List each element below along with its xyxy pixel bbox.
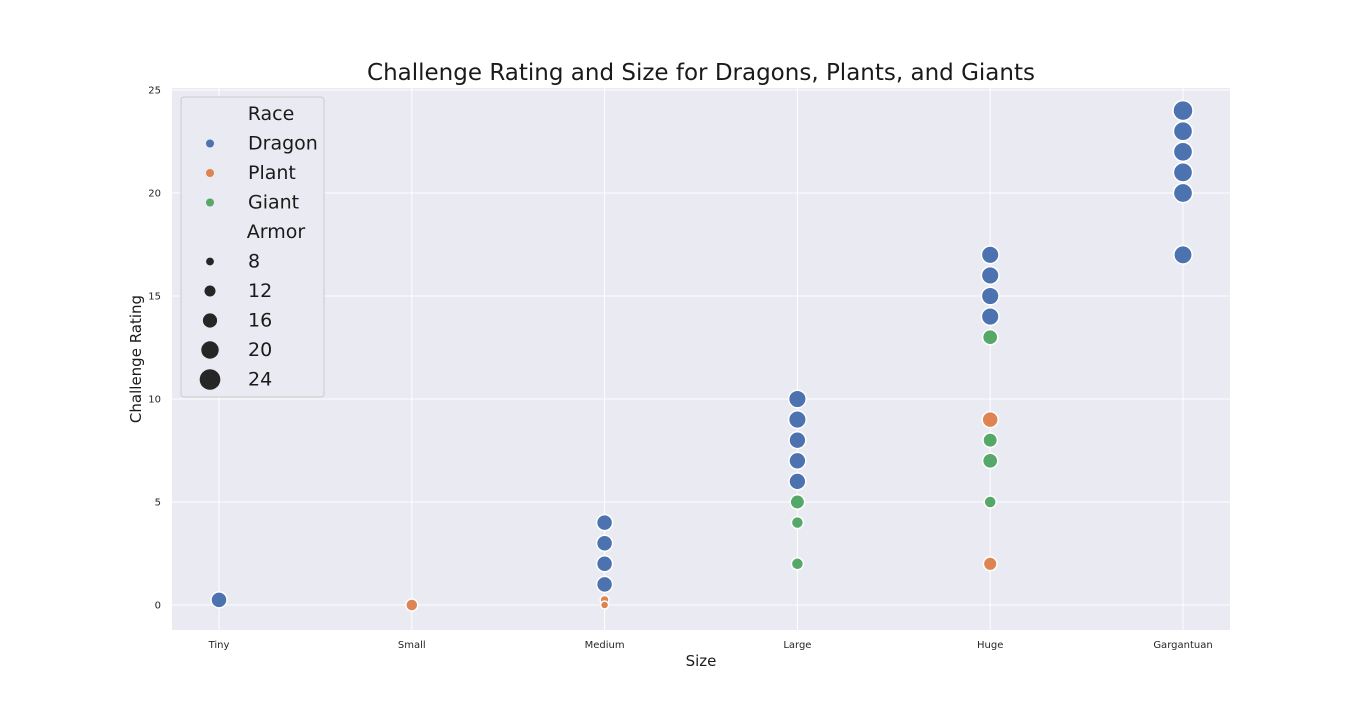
legend-size-label: 16 bbox=[248, 310, 272, 332]
data-point bbox=[982, 432, 999, 449]
data-point bbox=[983, 495, 997, 509]
plot-background bbox=[172, 88, 1230, 630]
legend: Race Dragon Plant Giant Armor 8 12 16 20 24 bbox=[180, 96, 325, 398]
data-point bbox=[405, 598, 419, 612]
x-tick-label: Large bbox=[783, 640, 811, 651]
legend-entry-label: Plant bbox=[248, 162, 296, 184]
data-point bbox=[788, 472, 807, 491]
data-point bbox=[982, 556, 998, 572]
data-point bbox=[595, 575, 614, 594]
data-point bbox=[790, 557, 805, 571]
y-tick-label: 15 bbox=[148, 292, 161, 303]
x-tick-label: Tiny bbox=[208, 640, 230, 651]
x-axis-label: Size bbox=[686, 652, 717, 670]
data-point bbox=[1173, 244, 1193, 265]
data-point bbox=[788, 451, 807, 470]
chart-title: Challenge Rating and Size for Dragons, P… bbox=[367, 60, 1035, 86]
legend-entry-label: Giant bbox=[248, 192, 299, 214]
y-axis-label: Challenge Rating bbox=[127, 295, 145, 423]
legend-size-marker bbox=[201, 341, 219, 359]
legend-size-label: 20 bbox=[248, 339, 272, 361]
data-point bbox=[981, 328, 999, 346]
y-tick-label: 20 bbox=[148, 189, 161, 200]
x-tick-label: Huge bbox=[977, 640, 1003, 651]
legend-marker bbox=[206, 169, 214, 177]
data-point bbox=[981, 410, 999, 429]
data-point bbox=[1172, 99, 1194, 122]
data-point bbox=[981, 452, 999, 470]
legend-size-marker bbox=[202, 313, 218, 328]
x-tick-label: Gargantuan bbox=[1153, 640, 1212, 651]
data-point bbox=[787, 410, 807, 430]
data-point bbox=[980, 307, 1000, 327]
x-tick-label: Medium bbox=[585, 640, 625, 651]
data-point bbox=[980, 286, 1000, 306]
data-point bbox=[595, 513, 614, 532]
data-point bbox=[595, 534, 614, 552]
axis-ticks: Tiny Small Medium Large Huge Gargantuan 0 5 10 15… bbox=[148, 86, 1212, 652]
legend-size-marker bbox=[206, 257, 214, 266]
data-point bbox=[1172, 182, 1194, 204]
legend-hue-title: Race bbox=[248, 103, 295, 125]
legend-size-marker bbox=[199, 369, 221, 390]
y-tick-label: 0 bbox=[155, 601, 161, 612]
y-tick-label: 25 bbox=[148, 86, 161, 97]
data-point bbox=[1172, 162, 1194, 183]
legend-size-label: 8 bbox=[248, 251, 260, 273]
data-point bbox=[787, 389, 807, 409]
data-point bbox=[1172, 120, 1194, 142]
legend-size-label: 24 bbox=[248, 369, 272, 391]
data-point bbox=[599, 600, 610, 610]
data-point bbox=[210, 591, 228, 609]
y-tick-label: 5 bbox=[155, 498, 161, 509]
data-point bbox=[790, 515, 805, 530]
data-point bbox=[788, 431, 807, 450]
x-tick-label: Small bbox=[398, 640, 426, 651]
y-tick-label: 10 bbox=[148, 395, 161, 406]
data-point bbox=[980, 245, 1000, 265]
legend-entry-label: Dragon bbox=[248, 133, 318, 155]
legend-marker bbox=[206, 198, 214, 207]
data-point bbox=[1172, 141, 1194, 163]
legend-marker bbox=[206, 139, 214, 148]
data-points bbox=[210, 99, 1194, 612]
data-point bbox=[789, 494, 806, 510]
data-point bbox=[595, 555, 614, 573]
data-point bbox=[980, 265, 1000, 285]
legend-size-marker bbox=[204, 285, 216, 297]
legend-size-label: 12 bbox=[248, 280, 272, 302]
legend-size-title: Armor bbox=[247, 221, 306, 243]
